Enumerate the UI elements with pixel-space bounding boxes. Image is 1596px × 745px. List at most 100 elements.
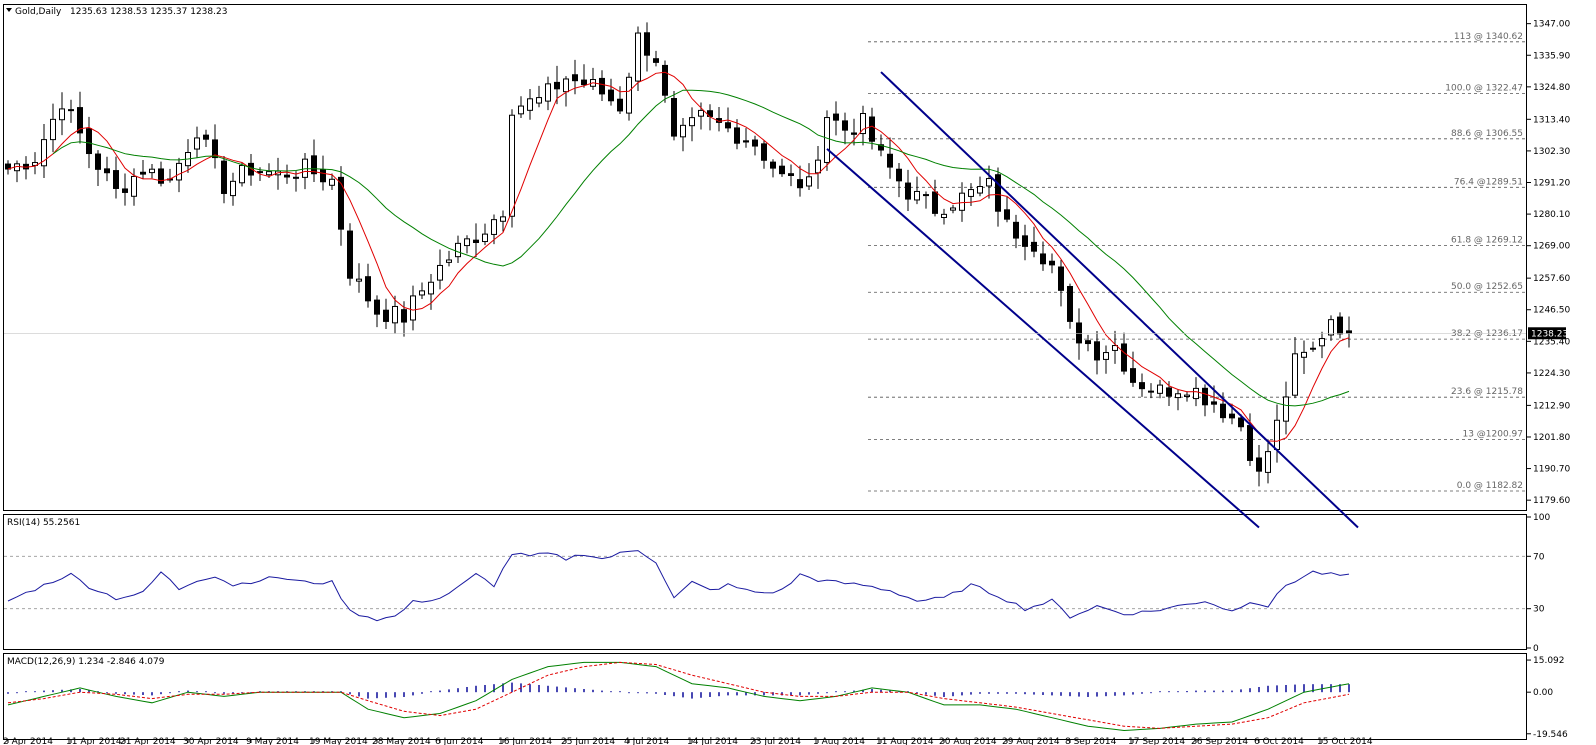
candle-body (1139, 382, 1145, 390)
date-axis-label: 4 Jul 2014 (624, 737, 669, 745)
price-axis-label: 1269.00 (1533, 242, 1570, 252)
candle-body (1328, 319, 1334, 336)
candle-body (500, 216, 506, 222)
candle-body (662, 64, 668, 96)
price-axis-label: 1324.80 (1533, 83, 1570, 93)
macd-pane-title: MACD(12,26,9) 1.234 -2.846 4.079 (7, 657, 165, 667)
candle-body (140, 171, 146, 175)
last-price-label: 1238.23 (1531, 329, 1568, 339)
candle-body (329, 178, 335, 186)
candle-body (5, 163, 11, 170)
price-pane-ohlc: 1235.63 1238.53 1235.37 1238.23 (70, 7, 227, 17)
candle-body (1337, 316, 1343, 335)
candle-body (1319, 338, 1325, 347)
date-axis-label: 9 May 2014 (246, 737, 299, 745)
rsi-pane-frame (3, 514, 1527, 650)
candle-body (932, 191, 938, 214)
candle-body (1184, 394, 1190, 398)
fib-level-label: 88.6 @ 1306.55 (1451, 129, 1523, 139)
rsi-axis-label: 30 (1533, 605, 1545, 615)
date-axis-label: 1 Aug 2014 (813, 737, 865, 745)
price-axis-label: 1224.30 (1533, 369, 1570, 379)
candle-body (869, 116, 875, 142)
candle-body (1049, 260, 1055, 266)
date-axis-label: 11 Apr 2014 (66, 737, 122, 745)
candle-body (239, 164, 245, 184)
candle-body (95, 153, 101, 170)
date-axis-label: 6 Oct 2014 (1254, 737, 1304, 745)
candle-body (815, 159, 821, 174)
price-pane-title: Gold,Daily (15, 7, 62, 17)
candle-body (473, 239, 479, 244)
candle-body (734, 127, 740, 144)
candle-body (1292, 353, 1298, 396)
candle-body (941, 213, 947, 218)
fib-level-label: 23.6 @ 1215.78 (1451, 387, 1523, 397)
candle-body (635, 32, 641, 82)
date-axis-label: 6 Jun 2014 (435, 737, 484, 745)
fib-level-label: 0.0 @ 1182.82 (1457, 481, 1523, 491)
candle-body (1202, 387, 1208, 406)
candle-body (68, 109, 74, 112)
candle-body (806, 176, 812, 187)
candle-body (410, 295, 416, 321)
fib-level-label: 76.4 @1289.51 (1454, 177, 1523, 187)
date-axis-label: 19 May 2014 (309, 737, 368, 745)
candle-body (113, 170, 119, 189)
candle-body (1112, 345, 1118, 351)
price-axis-label: 1212.90 (1533, 401, 1570, 411)
candle-body (428, 281, 434, 295)
candle-body (1175, 393, 1181, 399)
candle-body (104, 168, 110, 174)
candle-body (257, 171, 263, 174)
macd-axis-label: -19.546 (1533, 730, 1568, 740)
candle-body (1085, 340, 1091, 345)
macd-signal-line (7, 661, 1350, 729)
candle-body (1058, 266, 1064, 291)
candle-body (1211, 401, 1217, 405)
candle-body (401, 309, 407, 323)
candle-body (1067, 285, 1073, 322)
candle-body (878, 144, 884, 151)
candle-body (194, 137, 200, 150)
date-axis-label: 21 Apr 2014 (120, 737, 176, 745)
candle-body (572, 74, 578, 82)
candle-body (1220, 403, 1226, 419)
candle-body (230, 180, 236, 197)
rsi-pane-title: RSI(14) 55.2561 (7, 518, 80, 528)
candle-body (122, 188, 128, 193)
date-axis-label: 29 Aug 2014 (1002, 737, 1060, 745)
candle-body (32, 162, 38, 166)
candle-body (311, 155, 317, 175)
last-price-box (1528, 327, 1566, 340)
candle-body (59, 108, 65, 121)
fib-level-label: 13 @1200.97 (1462, 429, 1523, 439)
price-axis-label: 1302.30 (1533, 147, 1570, 157)
candle-body (374, 299, 380, 315)
fib-level-label: 38.2 @ 1236.17 (1451, 329, 1523, 339)
candle-body (563, 78, 569, 93)
candle-body (644, 32, 650, 56)
candle-body (653, 58, 659, 63)
candle-body (446, 259, 452, 263)
price-axis-label: 1235.40 (1533, 337, 1570, 347)
candle-body (1103, 352, 1109, 360)
dropdown-triangle-icon[interactable] (6, 8, 12, 12)
candle-body (1238, 417, 1244, 428)
price-axis-label: 1291.20 (1533, 178, 1570, 188)
candle-body (149, 168, 155, 174)
price-axis-label: 1257.60 (1533, 274, 1570, 284)
candle-body (1076, 322, 1082, 344)
candle-body (1274, 419, 1280, 450)
channel-upper-line (880, 71, 1359, 529)
date-axis-label: 16 Jun 2014 (498, 737, 552, 745)
price-axis-label: 1335.90 (1533, 51, 1570, 61)
candle-body (995, 174, 1001, 212)
date-axis-label: 23 Jul 2014 (750, 737, 801, 745)
price-axis-label: 1313.40 (1533, 115, 1570, 125)
candle-body (1265, 451, 1271, 473)
fib-level-label: 61.8 @ 1269.12 (1451, 235, 1523, 245)
slow-moving-average-line (52, 89, 1350, 407)
candle-body (887, 153, 893, 168)
